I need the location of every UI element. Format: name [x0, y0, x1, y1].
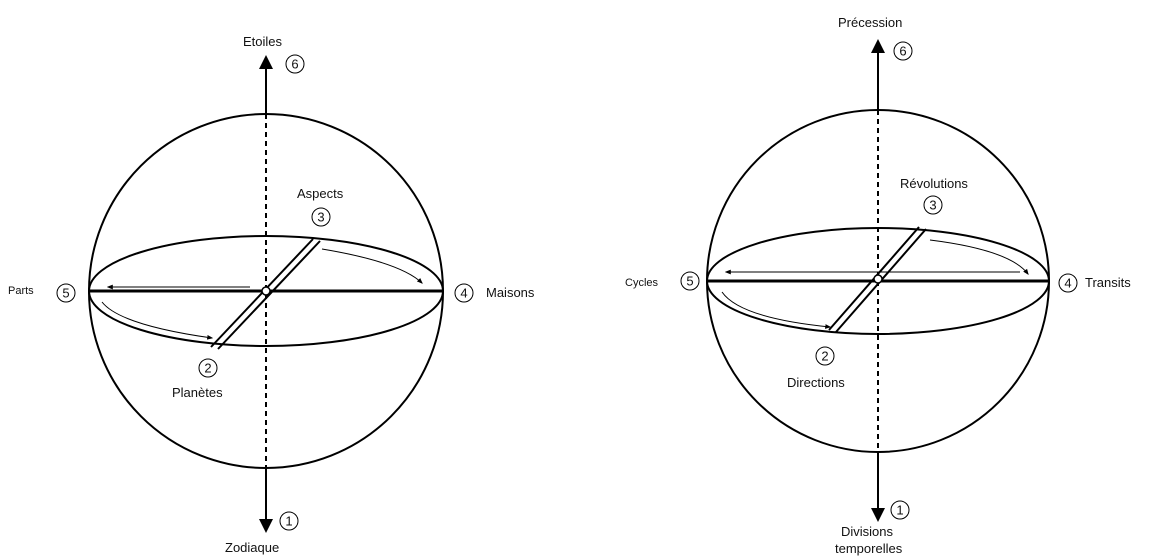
- right-left-num-circle: [680, 271, 700, 291]
- left-center-dot: [261, 286, 271, 296]
- left-left-label: Parts: [8, 285, 34, 297]
- left-lower-label: Planètes: [172, 385, 223, 400]
- left-arc-arrow-upper: [321, 248, 423, 284]
- right-center-dot: [873, 274, 883, 284]
- left-top-label: Etoiles: [243, 34, 283, 49]
- left-diagonal-b: [217, 240, 321, 350]
- right-lower-num: 2: [821, 349, 828, 364]
- right-top-label: Précession: [838, 15, 902, 30]
- left-diagram: Etoiles 6 Aspects 3 Parts 5 4 Maisons 2 …: [8, 34, 535, 555]
- left-bottom-label: Zodiaque: [225, 540, 279, 555]
- left-left-num-circle: [56, 283, 76, 303]
- right-upper-label: Révolutions: [900, 176, 968, 191]
- right-right-label: Transits: [1085, 275, 1131, 290]
- right-left-label: Cycles: [625, 277, 659, 289]
- left-upper-label: Aspects: [297, 186, 344, 201]
- right-upper-num-circle: [923, 195, 943, 215]
- left-right-label: Maisons: [486, 285, 535, 300]
- left-right-num: 4: [460, 286, 467, 301]
- right-bottom-num-circle: [890, 500, 910, 520]
- right-lower-num-circle: [815, 346, 835, 366]
- right-arc-arrow-lower: [721, 291, 832, 329]
- left-right-num-circle: [454, 283, 474, 303]
- left-left-num: 5: [62, 286, 69, 301]
- left-top-num-circle: [285, 54, 305, 74]
- right-bottom-num: 1: [896, 503, 903, 518]
- left-lower-num: 2: [204, 361, 211, 376]
- right-left-num: 5: [686, 274, 693, 289]
- left-upper-num-circle: [311, 207, 331, 227]
- right-lower-label: Directions: [787, 375, 845, 390]
- left-bottom-num: 1: [285, 514, 292, 529]
- right-arc-arrow-upper: [929, 239, 1029, 275]
- left-top-num: 6: [291, 57, 298, 72]
- right-diagram: Précession 6 Révolutions 3 Cycles 5 4 Tr…: [625, 15, 1131, 556]
- left-arc-arrow-lower: [101, 301, 214, 340]
- left-upper-num: 3: [317, 210, 324, 225]
- left-bottom-num-circle: [279, 511, 299, 531]
- left-lower-num-circle: [198, 358, 218, 378]
- right-top-num: 6: [899, 44, 906, 59]
- right-right-num: 4: [1064, 276, 1071, 291]
- right-bottom-label-line1: Divisions: [841, 524, 894, 539]
- right-right-num-circle: [1058, 273, 1078, 293]
- right-upper-num: 3: [929, 198, 936, 213]
- right-bottom-label-line2: temporelles: [835, 541, 903, 556]
- right-top-num-circle: [893, 41, 913, 61]
